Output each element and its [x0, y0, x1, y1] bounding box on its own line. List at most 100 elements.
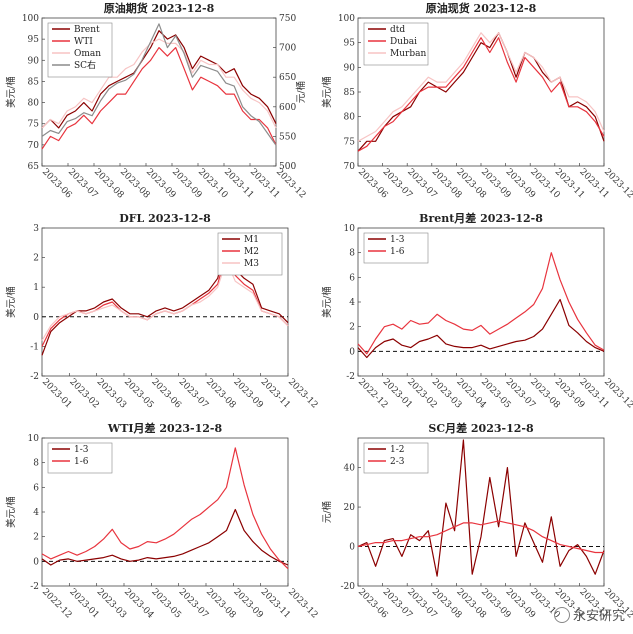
- legend-label: Dubai: [390, 37, 417, 47]
- y-tick-label: 70: [344, 162, 356, 172]
- legend-box: [363, 232, 429, 264]
- legend-label: dtd: [390, 25, 405, 35]
- y-tick-label: 85: [344, 88, 356, 98]
- series-line: [357, 32, 605, 142]
- y-tick-label: 20: [344, 503, 356, 513]
- chart-title: 原油期货 2023-12-8: [104, 1, 215, 15]
- chart-crude-spot: 原油现货 2023-12-8707580859095100美元/桶2023-06…: [321, 1, 633, 201]
- chart-panel-brent-spread: Brent月差 2023-12-8 -2 0 2 4 6 8 10 美元/桶 2022-12 202…: [316, 210, 633, 424]
- series-line: [357, 32, 605, 152]
- y-tick-label: 2: [33, 533, 39, 543]
- y-tick-label: 75: [344, 137, 356, 147]
- watermark-logo-icon: [553, 607, 570, 623]
- series-line: [357, 520, 604, 554]
- y-axis-label: 美元/桶: [321, 286, 333, 318]
- y-axis-label: 美元/桶: [5, 286, 17, 318]
- chart-sc-spread: SC月差 2023-12-8-2002040元/桶2023-062023-072…: [321, 421, 633, 621]
- x-tick-label: 2023-12: [286, 587, 320, 621]
- chart-panel-wti-spread: WTI月差 2023-12-8 -2 0 2 4 6 8 10 美元/桶 2022-12 2023-…: [0, 420, 319, 634]
- y-tick-label: 70: [28, 141, 40, 151]
- legend-box: [217, 232, 283, 276]
- watermark: 永安研究: [553, 605, 625, 624]
- y-tick-label: 85: [28, 77, 40, 87]
- y2-tick-label: 500: [279, 162, 296, 172]
- y-axis-label: 美元/桶: [5, 76, 17, 108]
- series-line: [41, 38, 277, 129]
- legend-label: M1: [244, 235, 259, 245]
- y-tick-label: 90: [344, 63, 356, 73]
- y-tick-label: 95: [28, 35, 40, 45]
- y-tick-label: 2: [33, 254, 39, 264]
- y-tick-label: 0: [33, 557, 39, 567]
- legend-label: 1-6: [390, 247, 405, 257]
- y-tick-label: 100: [22, 14, 39, 24]
- y-tick-label: 0: [349, 347, 355, 357]
- y2-axis-label: 元/桶: [295, 81, 307, 103]
- y-tick-label: 95: [344, 39, 356, 49]
- chart-panel-dfl: DFL 2023-12-8 -2 -1 0 1 2 3 美元/桶 2023-01 2023-02 2…: [0, 210, 319, 424]
- legend-label: SC右: [74, 59, 96, 71]
- series-line: [357, 252, 605, 355]
- y-tick-label: 3: [33, 224, 39, 234]
- y2-tick-label: 750: [279, 14, 296, 24]
- legend-box: [363, 442, 429, 474]
- y-tick-label: 6: [349, 273, 355, 283]
- y-tick-label: -20: [341, 582, 356, 592]
- y2-tick-label: 650: [279, 73, 296, 83]
- legend-label: 1-2: [390, 445, 405, 455]
- y-tick-label: 90: [28, 56, 40, 66]
- y-tick-label: 75: [28, 120, 40, 130]
- plot-frame: [41, 227, 289, 377]
- y-tick-label: 4: [349, 298, 355, 308]
- legend-box: [47, 442, 113, 474]
- legend-label: M3: [244, 259, 259, 269]
- chart-panel-crude-futures: 原油期货 2023-12-8 65 70 75 80 85 90 95 100 美元/桶 500 55…: [0, 0, 316, 214]
- series-line: [41, 447, 289, 570]
- y-tick-label: 2: [349, 323, 355, 333]
- y-tick-label: 65: [28, 162, 40, 172]
- chart-title: WTI月差 2023-12-8: [107, 421, 223, 435]
- series-line: [357, 298, 605, 359]
- series-line: [41, 508, 289, 566]
- legend-label: 1-3: [390, 235, 405, 245]
- y-tick-label: 100: [338, 14, 355, 24]
- y-tick-label: 6: [33, 483, 39, 493]
- y-tick-label: -2: [30, 372, 39, 382]
- y-tick-label: 10: [28, 434, 40, 444]
- chart-panel-sc-spread: SC月差 2023-12-8 -20 0 20 40 元/桶 2023-06 2023-07 2…: [316, 420, 633, 634]
- x-tick-label: 2023-12: [286, 377, 320, 411]
- y-tick-label: 8: [349, 249, 355, 259]
- y-tick-label: 80: [344, 113, 356, 123]
- chart-wti-spread: WTI月差 2023-12-8-20246810美元/桶2022-122023-…: [5, 421, 319, 621]
- y-axis-label: 美元/桶: [5, 496, 17, 528]
- legend-label: 2-3: [390, 457, 405, 467]
- y2-tick-label: 600: [279, 103, 296, 113]
- y-tick-label: -1: [30, 342, 39, 352]
- legend-label: M2: [244, 247, 259, 257]
- legend-box: [47, 22, 113, 78]
- chart-title: 原油现货 2023-12-8: [426, 1, 537, 15]
- chart-panel-crude-spot: 原油现货 2023-12-8 70 75 80 85 90 95 100 美元/桶 2023-06…: [316, 0, 633, 214]
- series-line: [41, 242, 289, 356]
- y-tick-label: -2: [30, 582, 39, 592]
- chart-title: Brent月差 2023-12-8: [419, 211, 543, 225]
- chart-dfl: DFL 2023-12-8-2-10123美元/桶2023-012023-022…: [5, 212, 319, 411]
- legend-box: [363, 22, 429, 66]
- y-tick-label: 10: [344, 224, 356, 234]
- y-axis-label: 美元/桶: [321, 76, 333, 108]
- series-line: [41, 30, 277, 129]
- series-line: [357, 37, 605, 152]
- series-line: [357, 439, 605, 577]
- y2-tick-label: 550: [279, 132, 296, 142]
- plot-frame: [41, 17, 277, 167]
- y-tick-label: 0: [349, 543, 355, 553]
- y-tick-label: 40: [344, 464, 356, 474]
- y-tick-label: -2: [346, 372, 355, 382]
- series-line: [41, 23, 277, 146]
- y-axis-label: 元/桶: [321, 501, 333, 523]
- y-tick-label: 8: [33, 459, 39, 469]
- chart-title: DFL 2023-12-8: [119, 212, 211, 225]
- legend-label: 1-3: [74, 445, 89, 455]
- y-tick-label: 4: [33, 508, 39, 518]
- chart-title: SC月差 2023-12-8: [428, 421, 534, 435]
